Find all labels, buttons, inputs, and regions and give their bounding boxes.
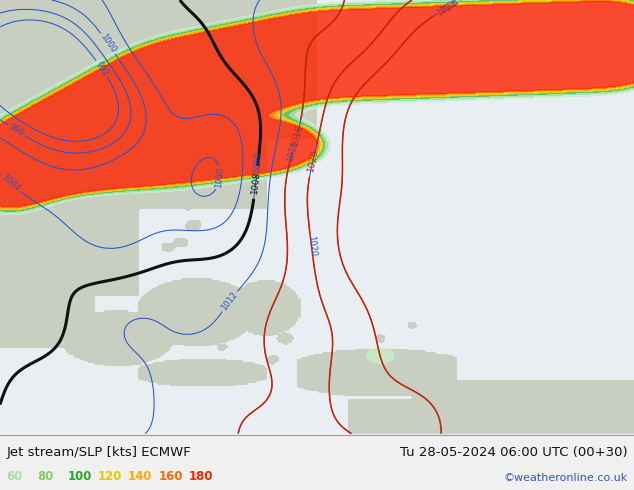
Text: 1016: 1016 <box>290 123 304 148</box>
Text: 160: 160 <box>158 470 183 483</box>
Text: 1020: 1020 <box>306 235 317 257</box>
Text: 1012: 1012 <box>220 290 240 313</box>
Text: 80: 80 <box>37 470 53 483</box>
Text: 1024: 1024 <box>436 0 460 17</box>
Text: 1008: 1008 <box>250 171 262 195</box>
Text: 1000: 1000 <box>214 167 225 188</box>
Text: 180: 180 <box>189 470 214 483</box>
Text: 1016: 1016 <box>285 140 300 163</box>
Text: Jet stream/SLP [kts] ECMWF: Jet stream/SLP [kts] ECMWF <box>6 446 191 459</box>
Text: 1024: 1024 <box>438 0 461 16</box>
Text: 60: 60 <box>6 470 23 483</box>
Text: 1000: 1000 <box>98 32 118 55</box>
Text: 100: 100 <box>67 470 91 483</box>
Text: 996: 996 <box>7 122 25 139</box>
Text: Tu 28-05-2024 06:00 UTC (00+30): Tu 28-05-2024 06:00 UTC (00+30) <box>400 446 628 459</box>
Text: ©weatheronline.co.uk: ©weatheronline.co.uk <box>503 473 628 483</box>
Text: 1008: 1008 <box>252 151 264 173</box>
Text: 992: 992 <box>94 60 110 78</box>
Text: 120: 120 <box>98 470 122 483</box>
Text: 140: 140 <box>128 470 153 483</box>
Text: 1004: 1004 <box>0 173 22 194</box>
Text: 1020: 1020 <box>306 148 320 173</box>
